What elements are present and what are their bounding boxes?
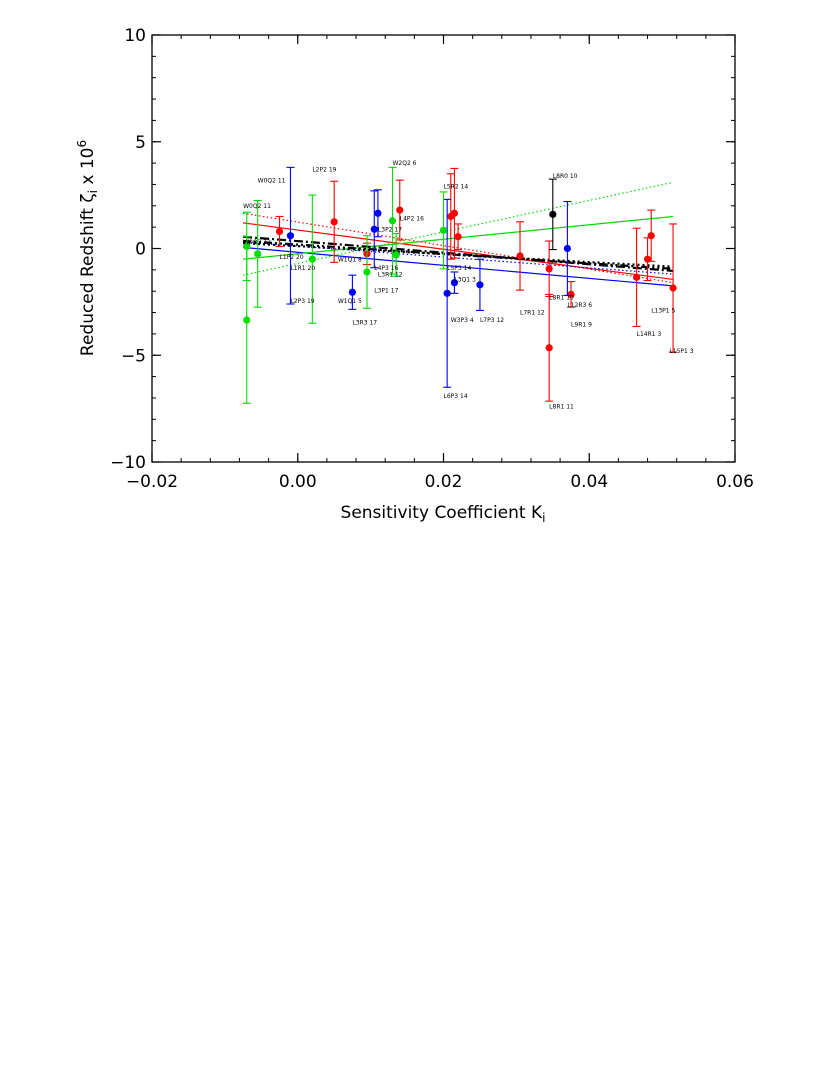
point-label: L3Q1 3 <box>454 277 476 284</box>
blue-data-point <box>443 289 451 297</box>
point-label: W1Q1 8 <box>338 256 362 263</box>
point-label: L2P3 19 <box>290 298 314 305</box>
point-annotations: W0Q2 11 W0Q2 11 W0Q2 12 L2P2 19 L1R1 20 L1P2 … <box>243 160 694 410</box>
point-label: L3P2 17 <box>378 226 402 233</box>
data-points <box>242 166 678 404</box>
green-data-point <box>439 226 448 234</box>
point-label: L3R3 17 <box>352 319 377 326</box>
red-data-point <box>516 252 524 260</box>
red-data-point <box>567 290 575 299</box>
green-data-point <box>243 316 251 324</box>
x-tick-label: 0.00 <box>279 472 317 492</box>
point-label: W2Q2 6 <box>392 160 416 167</box>
y-tick-label: 10 <box>124 26 146 46</box>
point-label: L4P2 16 <box>400 216 424 223</box>
blue-data-point <box>286 232 295 240</box>
red-data-point <box>330 218 338 226</box>
x-tick-label: −0.02 <box>126 472 178 492</box>
point-label: L14R1 3 <box>637 331 662 338</box>
y-tick-label: 0 <box>135 240 146 260</box>
green-data-point <box>308 255 316 263</box>
point-label: L13P1 5 <box>651 308 675 315</box>
point-label: L15P1 3 <box>669 348 693 355</box>
y-axis-label: Reduced Redshift ζi x 106 <box>75 140 100 356</box>
red-fit <box>243 222 674 281</box>
red-data-point <box>545 265 553 273</box>
red-data-point <box>545 344 553 352</box>
x-tick-label: 0.06 <box>716 472 754 492</box>
point-label: L7P3 12 <box>480 317 504 324</box>
axis-ticks: −0.02 0.00 0.02 0.04 0.06 −10 −5 0 5 10 <box>110 26 754 492</box>
black-fit-dashdotdot <box>243 239 674 270</box>
red-data-point <box>647 232 655 240</box>
green-data-point <box>392 251 400 259</box>
green-data-point <box>363 268 371 276</box>
point-label: W1Q1 5 <box>338 298 362 305</box>
point-label: L12R3 6 <box>567 302 592 309</box>
point-label: L5P3 14 <box>447 265 471 272</box>
red-data-point <box>450 209 459 217</box>
blue-data-point <box>374 209 382 217</box>
point-label: L3P1 17 <box>374 287 398 294</box>
y-tick-label: −5 <box>121 346 146 366</box>
red-data-point <box>454 233 462 241</box>
black-data-point <box>549 210 557 218</box>
green-data-point <box>254 250 262 258</box>
point-label: L5R2 14 <box>444 184 469 191</box>
point-label: L1R1 20 <box>290 265 315 272</box>
x-tick-label: 0.04 <box>570 472 608 492</box>
point-label: L6P3 14 <box>444 393 468 400</box>
blue-data-point <box>450 279 459 287</box>
blue-data-point <box>476 281 484 289</box>
blue-data-point <box>348 288 357 296</box>
point-label: W0Q2 11 <box>258 177 286 184</box>
blue-data-point <box>563 244 571 253</box>
point-label: L7R1 12 <box>520 310 545 317</box>
red-data-point <box>633 273 641 281</box>
point-label: L1P2 20 <box>280 254 304 261</box>
point-label: L9R1 9 <box>571 321 592 328</box>
point-label: L2P2 19 <box>312 167 336 174</box>
point-label: L8R0 10 <box>553 173 578 180</box>
x-axis-label: Sensitivity Coefficient Ki <box>341 503 546 525</box>
point-label: L4P3 16 <box>374 265 398 272</box>
x-tick-label: 0.02 <box>425 472 463 492</box>
blue-fit <box>243 246 674 287</box>
blue-data-point <box>370 225 378 233</box>
red-data-point <box>396 206 404 214</box>
red-data-point <box>669 284 677 292</box>
red-fit-bound <box>242 212 674 284</box>
point-label: L8R1 10 <box>549 295 574 302</box>
point-label: W3P3 4 <box>451 317 474 324</box>
point-label: W0Q2 12 <box>243 239 271 246</box>
point-label: L3R1 12 <box>378 271 403 278</box>
y-tick-label: 5 <box>135 133 146 153</box>
green-data-point <box>388 217 397 225</box>
point-label: L8R1 11 <box>549 404 574 411</box>
y-tick-label: −10 <box>110 453 146 473</box>
red-data-point <box>275 227 284 236</box>
point-label: W0Q2 11 <box>243 203 271 210</box>
